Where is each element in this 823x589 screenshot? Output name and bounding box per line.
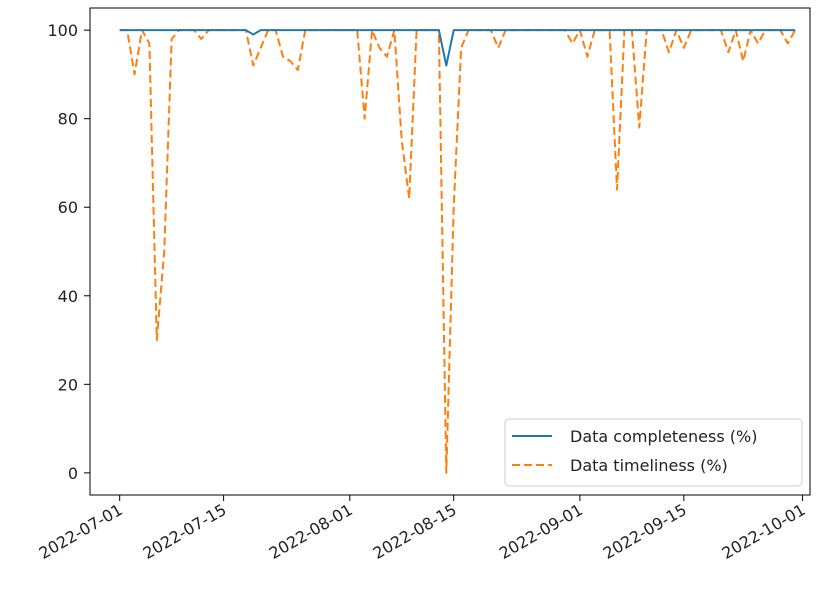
x-tick-label: 2022-07-01 <box>36 500 126 563</box>
x-tick-label: 2022-09-01 <box>496 500 586 563</box>
x-tick-label: 2022-07-15 <box>140 500 230 563</box>
x-tick-label: 2022-10-01 <box>719 500 809 563</box>
series-line-timeliness <box>119 29 797 474</box>
y-tick-label: 80 <box>58 110 78 129</box>
legend-box <box>504 418 803 487</box>
y-tick-label: 0 <box>68 464 78 483</box>
x-axis: 2022-07-01 2022-07-15 2022-08-01 2022-08-15… <box>36 495 809 563</box>
y-tick-label: 100 <box>47 21 78 40</box>
y-tick-label: 20 <box>58 375 78 394</box>
x-tick-label: 2022-08-15 <box>370 500 460 563</box>
series-layer <box>119 29 797 474</box>
plot-area <box>89 7 811 496</box>
x-tick-label: 2022-09-15 <box>600 500 690 563</box>
y-axis: 0 20 40 60 80 100 <box>47 21 90 483</box>
legend-label-timeliness: Data timeliness (%) <box>570 456 728 475</box>
legend: Data completeness (%) Data timeliness (%… <box>504 418 803 487</box>
legend-label-completeness: Data completeness (%) <box>570 427 757 446</box>
series-line-completeness <box>119 29 796 67</box>
x-tick-label: 2022-08-01 <box>266 500 356 563</box>
y-tick-label: 40 <box>58 287 78 306</box>
y-tick-label: 60 <box>58 198 78 217</box>
